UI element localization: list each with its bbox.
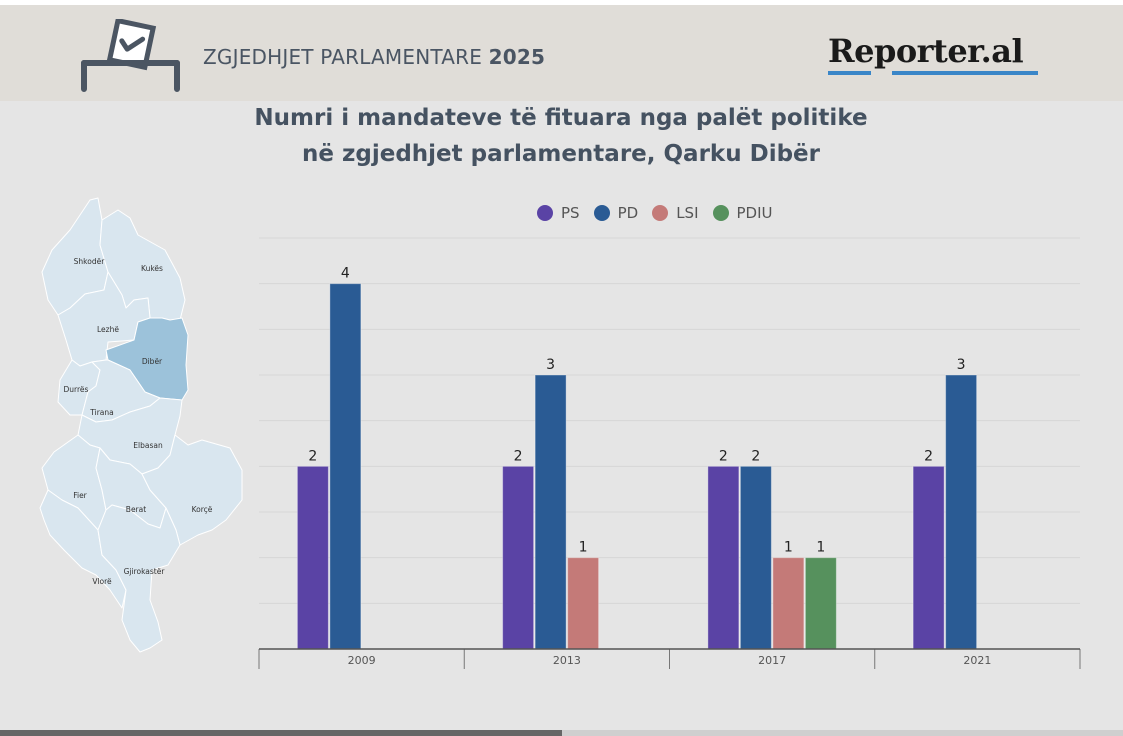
map-label: Korçë <box>192 505 213 514</box>
bar-ps-2021[interactable] <box>912 465 945 650</box>
bar-ps-2017[interactable] <box>707 465 740 650</box>
legend-marker <box>712 205 729 221</box>
legend-marker <box>537 205 553 221</box>
reporter-logo[interactable]: Reporter.al <box>828 31 1040 79</box>
map-label: Gjirokastër <box>124 567 166 576</box>
x-tick-label: 2013 <box>553 654 581 667</box>
data-label: 2 <box>308 448 317 464</box>
chart-title: Numri i mandateve të fituara nga palët p… <box>200 100 922 172</box>
albania-map: Shkodër Kukës Lezhë Dibër Durrës Tirana Elbasa… <box>39 197 243 653</box>
legend-marker <box>593 205 610 221</box>
header-title: ZGJEDHJET PARLAMENTARE 2025 <box>203 45 545 69</box>
bar-ps-2013[interactable] <box>502 465 535 650</box>
progress-fill <box>0 730 562 736</box>
x-tick-label: 2009 <box>348 654 376 667</box>
top-strip <box>0 0 1123 5</box>
logo-text: Reporter.al <box>828 32 1024 70</box>
map-label: Lezhë <box>97 325 119 334</box>
ballot-box-icon <box>81 19 180 92</box>
data-label: 4 <box>341 266 350 282</box>
x-tick-label: 2017 <box>758 654 786 667</box>
bar-pd-2009[interactable] <box>329 283 362 650</box>
data-label: 1 <box>816 540 825 556</box>
bar-pd-2013[interactable] <box>534 374 567 650</box>
legend-label: PD <box>617 204 639 222</box>
data-label: 2 <box>751 448 760 464</box>
map-label: Durrës <box>64 385 89 394</box>
bar-chart: 2 4 2009 2 3 1 2013 2 2 1 1 2017 2 3 2021 <box>258 237 1081 669</box>
legend-item-pd[interactable]: PD <box>593 204 639 222</box>
legend-label: PDIU <box>736 204 773 222</box>
bar-pdiu-2017[interactable] <box>804 557 837 650</box>
data-label: 3 <box>546 357 555 373</box>
data-label: 1 <box>579 540 588 556</box>
header-title-regular: ZGJEDHJET PARLAMENTARE <box>203 45 489 69</box>
bar-lsi-2013[interactable] <box>567 557 600 650</box>
data-label: 3 <box>957 357 966 373</box>
legend-marker <box>652 205 669 221</box>
legend-label: PS <box>561 204 580 222</box>
bar-lsi-2017[interactable] <box>772 557 805 650</box>
bar-pd-2017[interactable] <box>739 465 772 650</box>
map-region-gjirokastër[interactable] <box>97 504 181 653</box>
legend-label: LSI <box>676 204 699 222</box>
map-label: Berat <box>126 505 146 514</box>
map-label: Vlorë <box>92 577 112 586</box>
bar-pd-2021[interactable] <box>945 374 978 650</box>
map-label: Kukës <box>141 264 163 273</box>
data-label: 1 <box>784 540 793 556</box>
data-label: 2 <box>719 448 728 464</box>
data-label: 2 <box>514 448 523 464</box>
chart-title-line1: Numri i mandateve të fituara nga palët p… <box>254 105 868 131</box>
map-label: Shkodër <box>74 257 106 266</box>
map-label: Fier <box>73 491 87 500</box>
data-label: 2 <box>924 448 933 464</box>
map-region-vlorë[interactable] <box>39 489 127 609</box>
logo-underline <box>892 71 1038 75</box>
progress-bar <box>0 730 1123 736</box>
map-label: Dibër <box>142 357 163 366</box>
header-title-year: 2025 <box>488 45 546 69</box>
map-label: Tirana <box>89 408 113 417</box>
logo-underline <box>828 71 871 75</box>
header-banner: ZGJEDHJET PARLAMENTARE 2025 Reporter.al <box>0 5 1123 101</box>
legend-item-pdiu[interactable]: PDIU <box>712 204 773 222</box>
legend-item-ps[interactable]: PS <box>537 204 580 222</box>
x-tick-label: 2021 <box>963 654 991 667</box>
legend-item-lsi[interactable]: LSI <box>652 204 699 222</box>
map-label: Elbasan <box>133 441 163 450</box>
chart-title-line2: në zgjedhjet parlamentare, Qarku Dibër <box>302 141 820 167</box>
chart-legend: PS PD LSI PDIU <box>537 202 787 224</box>
bar-ps-2009[interactable] <box>296 465 329 650</box>
